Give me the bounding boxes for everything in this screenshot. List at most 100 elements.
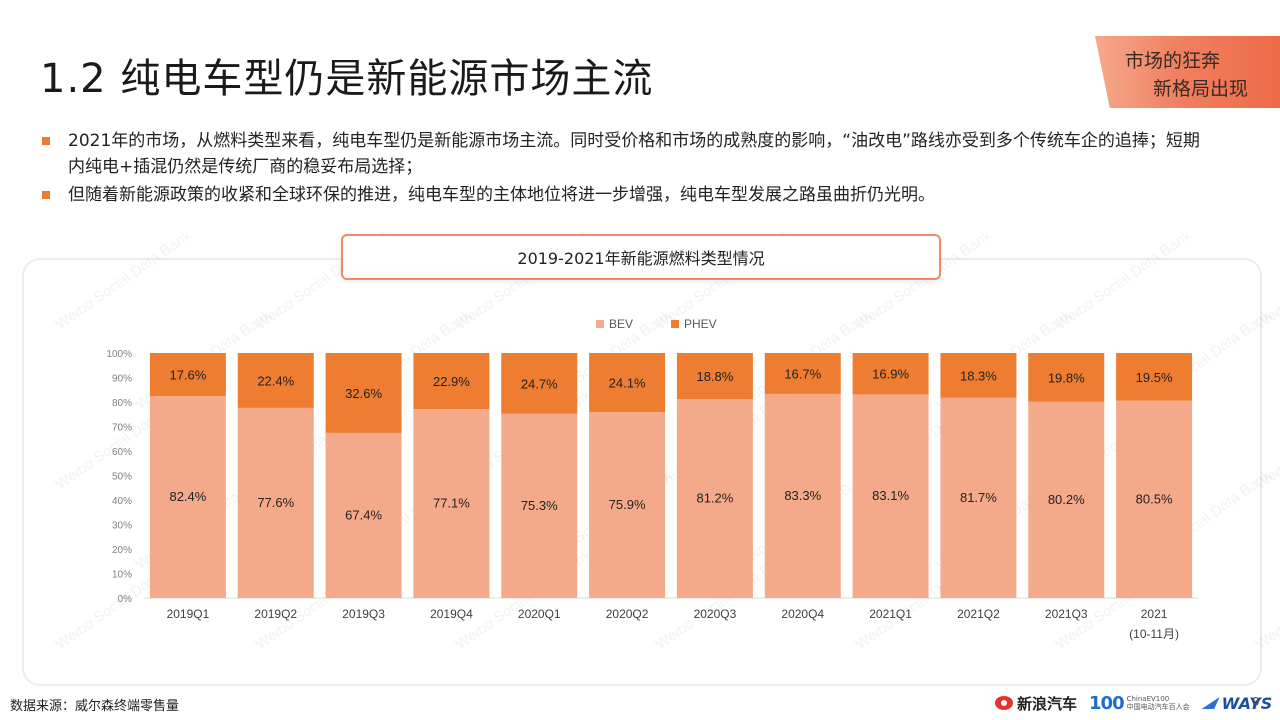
bar-phev <box>940 353 1017 398</box>
bullet-item-2: 但随着新能源政策的收紧和全球环保的推进，纯电车型的主体地位将进一步增强，纯电车型… <box>40 182 1200 208</box>
data-label-phev: 24.7% <box>521 376 558 391</box>
bar-bev <box>852 394 929 598</box>
bar-bev <box>501 413 578 598</box>
sina-auto-logo: 新浪汽车 <box>995 693 1077 714</box>
bar-phev <box>1028 353 1105 402</box>
chinaev100-logo-number: 100 <box>1089 692 1125 714</box>
sina-auto-logo-text: 新浪汽车 <box>1017 694 1078 713</box>
y-tick-label: 20% <box>112 545 132 556</box>
bar-phev <box>237 353 314 408</box>
data-label-phev: 22.9% <box>433 374 470 389</box>
bullet-text-1: 2021年的市场，从燃料类型来看，纯电车型仍是新能源市场主流。同时受价格和市场的… <box>68 131 1200 177</box>
y-tick-label: 90% <box>112 374 132 385</box>
chinaev100-logo: 100 ChinaEV100 中国电动汽车百人会 <box>1089 693 1190 714</box>
ways-wing-icon <box>1201 697 1220 709</box>
x-tick-label: 2020Q3 <box>694 607 737 621</box>
data-label-phev: 18.3% <box>960 368 997 383</box>
bar-bev <box>676 399 753 598</box>
chinaev100-logo-text: ChinaEV100 中国电动汽车百人会 <box>1127 695 1190 711</box>
bullet-square-icon <box>42 137 50 145</box>
bar-phev <box>1116 353 1193 401</box>
data-label-phev: 19.8% <box>1048 370 1085 385</box>
bar-bev <box>149 396 226 598</box>
data-label-bev: 80.2% <box>1048 492 1085 507</box>
legend-swatch-phev <box>671 320 679 328</box>
page-number: 9 <box>1252 695 1260 709</box>
data-label-phev: 16.7% <box>784 366 821 381</box>
data-label-phev: 32.6% <box>345 386 382 401</box>
data-label-bev: 75.9% <box>609 497 646 512</box>
y-tick-label: 10% <box>112 570 132 581</box>
data-label-phev: 18.8% <box>696 369 733 384</box>
chinaev100-logo-text-1: ChinaEV100 <box>1126 695 1170 703</box>
x-tick-label: 2021Q2 <box>957 607 1000 621</box>
y-tick-label: 70% <box>112 423 132 434</box>
chart-title: 2019-2021年新能源燃料类型情况 <box>341 234 941 280</box>
y-tick-label: 50% <box>112 472 132 483</box>
x-tick-label: 2021 <box>1141 607 1168 621</box>
data-label-bev: 82.4% <box>169 489 206 504</box>
data-label-phev: 24.1% <box>609 376 646 391</box>
watermark-text: Weibo Social Data Bank <box>53 226 195 333</box>
watermark-text: Weibo Social Data Bank <box>1053 226 1195 333</box>
data-label-phev: 22.4% <box>257 373 294 388</box>
bar-bev <box>237 407 314 598</box>
ways-logo-text: WAYS <box>1221 693 1273 713</box>
bar-phev <box>413 353 490 410</box>
bar-phev <box>501 353 578 414</box>
bar-phev <box>852 353 929 395</box>
section-badge: 市场的狂奔 新格局出现 <box>1095 36 1280 108</box>
data-label-bev: 77.6% <box>257 495 294 510</box>
ways-logo: WAYS <box>1201 693 1273 713</box>
watermark-text: Weibo Social Data Bank <box>1253 546 1280 653</box>
x-tick-label: 2019Q1 <box>167 607 210 621</box>
y-tick-label: 100% <box>106 349 132 360</box>
x-tick-label: 2021Q3 <box>1045 607 1088 621</box>
bar-bev <box>940 397 1017 598</box>
y-tick-label: 30% <box>112 521 132 532</box>
bar-bev <box>1028 401 1105 598</box>
x-tick-sublabel: (10-11月) <box>1129 627 1179 641</box>
bar-bev <box>325 432 402 598</box>
data-label-bev: 75.3% <box>521 498 558 513</box>
x-tick-label: 2020Q2 <box>606 607 649 621</box>
y-tick-label: 80% <box>112 398 132 409</box>
x-tick-label: 2021Q1 <box>869 607 912 621</box>
bullet-square-icon <box>42 191 50 199</box>
x-tick-label: 2020Q4 <box>781 607 824 621</box>
data-source: 数据来源：威尔森终端零售量 <box>10 699 180 714</box>
legend-swatch-bev <box>596 320 604 328</box>
x-tick-label: 2019Q4 <box>430 607 473 621</box>
bar-bev <box>764 393 841 598</box>
legend-label-bev: BEV <box>609 317 633 331</box>
y-tick-label: 40% <box>112 496 132 507</box>
bar-bev <box>413 409 490 598</box>
legend-label-phev: PHEV <box>684 317 717 331</box>
bar-bev <box>589 412 666 598</box>
page-title: 1.2 纯电车型仍是新能源市场主流 <box>40 56 654 102</box>
badge-line-2: 新格局出现 <box>1153 78 1249 100</box>
y-tick-label: 0% <box>118 594 133 605</box>
badge-line-1: 市场的狂奔 <box>1125 50 1221 72</box>
bullet-list: 2021年的市场，从燃料类型来看，纯电车型仍是新能源市场主流。同时受价格和市场的… <box>40 128 1200 210</box>
data-label-bev: 81.2% <box>696 491 733 506</box>
data-label-bev: 83.3% <box>784 488 821 503</box>
sina-eye-icon <box>995 696 1013 710</box>
data-label-bev: 81.7% <box>960 490 997 505</box>
data-label-phev: 16.9% <box>872 367 909 382</box>
data-label-bev: 83.1% <box>872 488 909 503</box>
bar-phev <box>676 353 753 400</box>
x-tick-label: 2019Q3 <box>342 607 385 621</box>
y-tick-label: 60% <box>112 447 132 458</box>
x-tick-label: 2020Q1 <box>518 607 561 621</box>
bar-phev <box>325 353 402 433</box>
bar-phev <box>764 353 841 394</box>
bar-phev <box>589 353 666 413</box>
data-label-bev: 77.1% <box>433 496 470 511</box>
footer-logos: 新浪汽车 100 ChinaEV100 中国电动汽车百人会 WAYS <box>995 690 1272 716</box>
data-label-phev: 17.6% <box>169 368 206 383</box>
bullet-text-2: 但随着新能源政策的收紧和全球环保的推进，纯电车型的主体地位将进一步增强，纯电车型… <box>68 185 935 205</box>
data-label-bev: 80.5% <box>1136 491 1173 506</box>
bullet-item-1: 2021年的市场，从燃料类型来看，纯电车型仍是新能源市场主流。同时受价格和市场的… <box>40 128 1200 180</box>
